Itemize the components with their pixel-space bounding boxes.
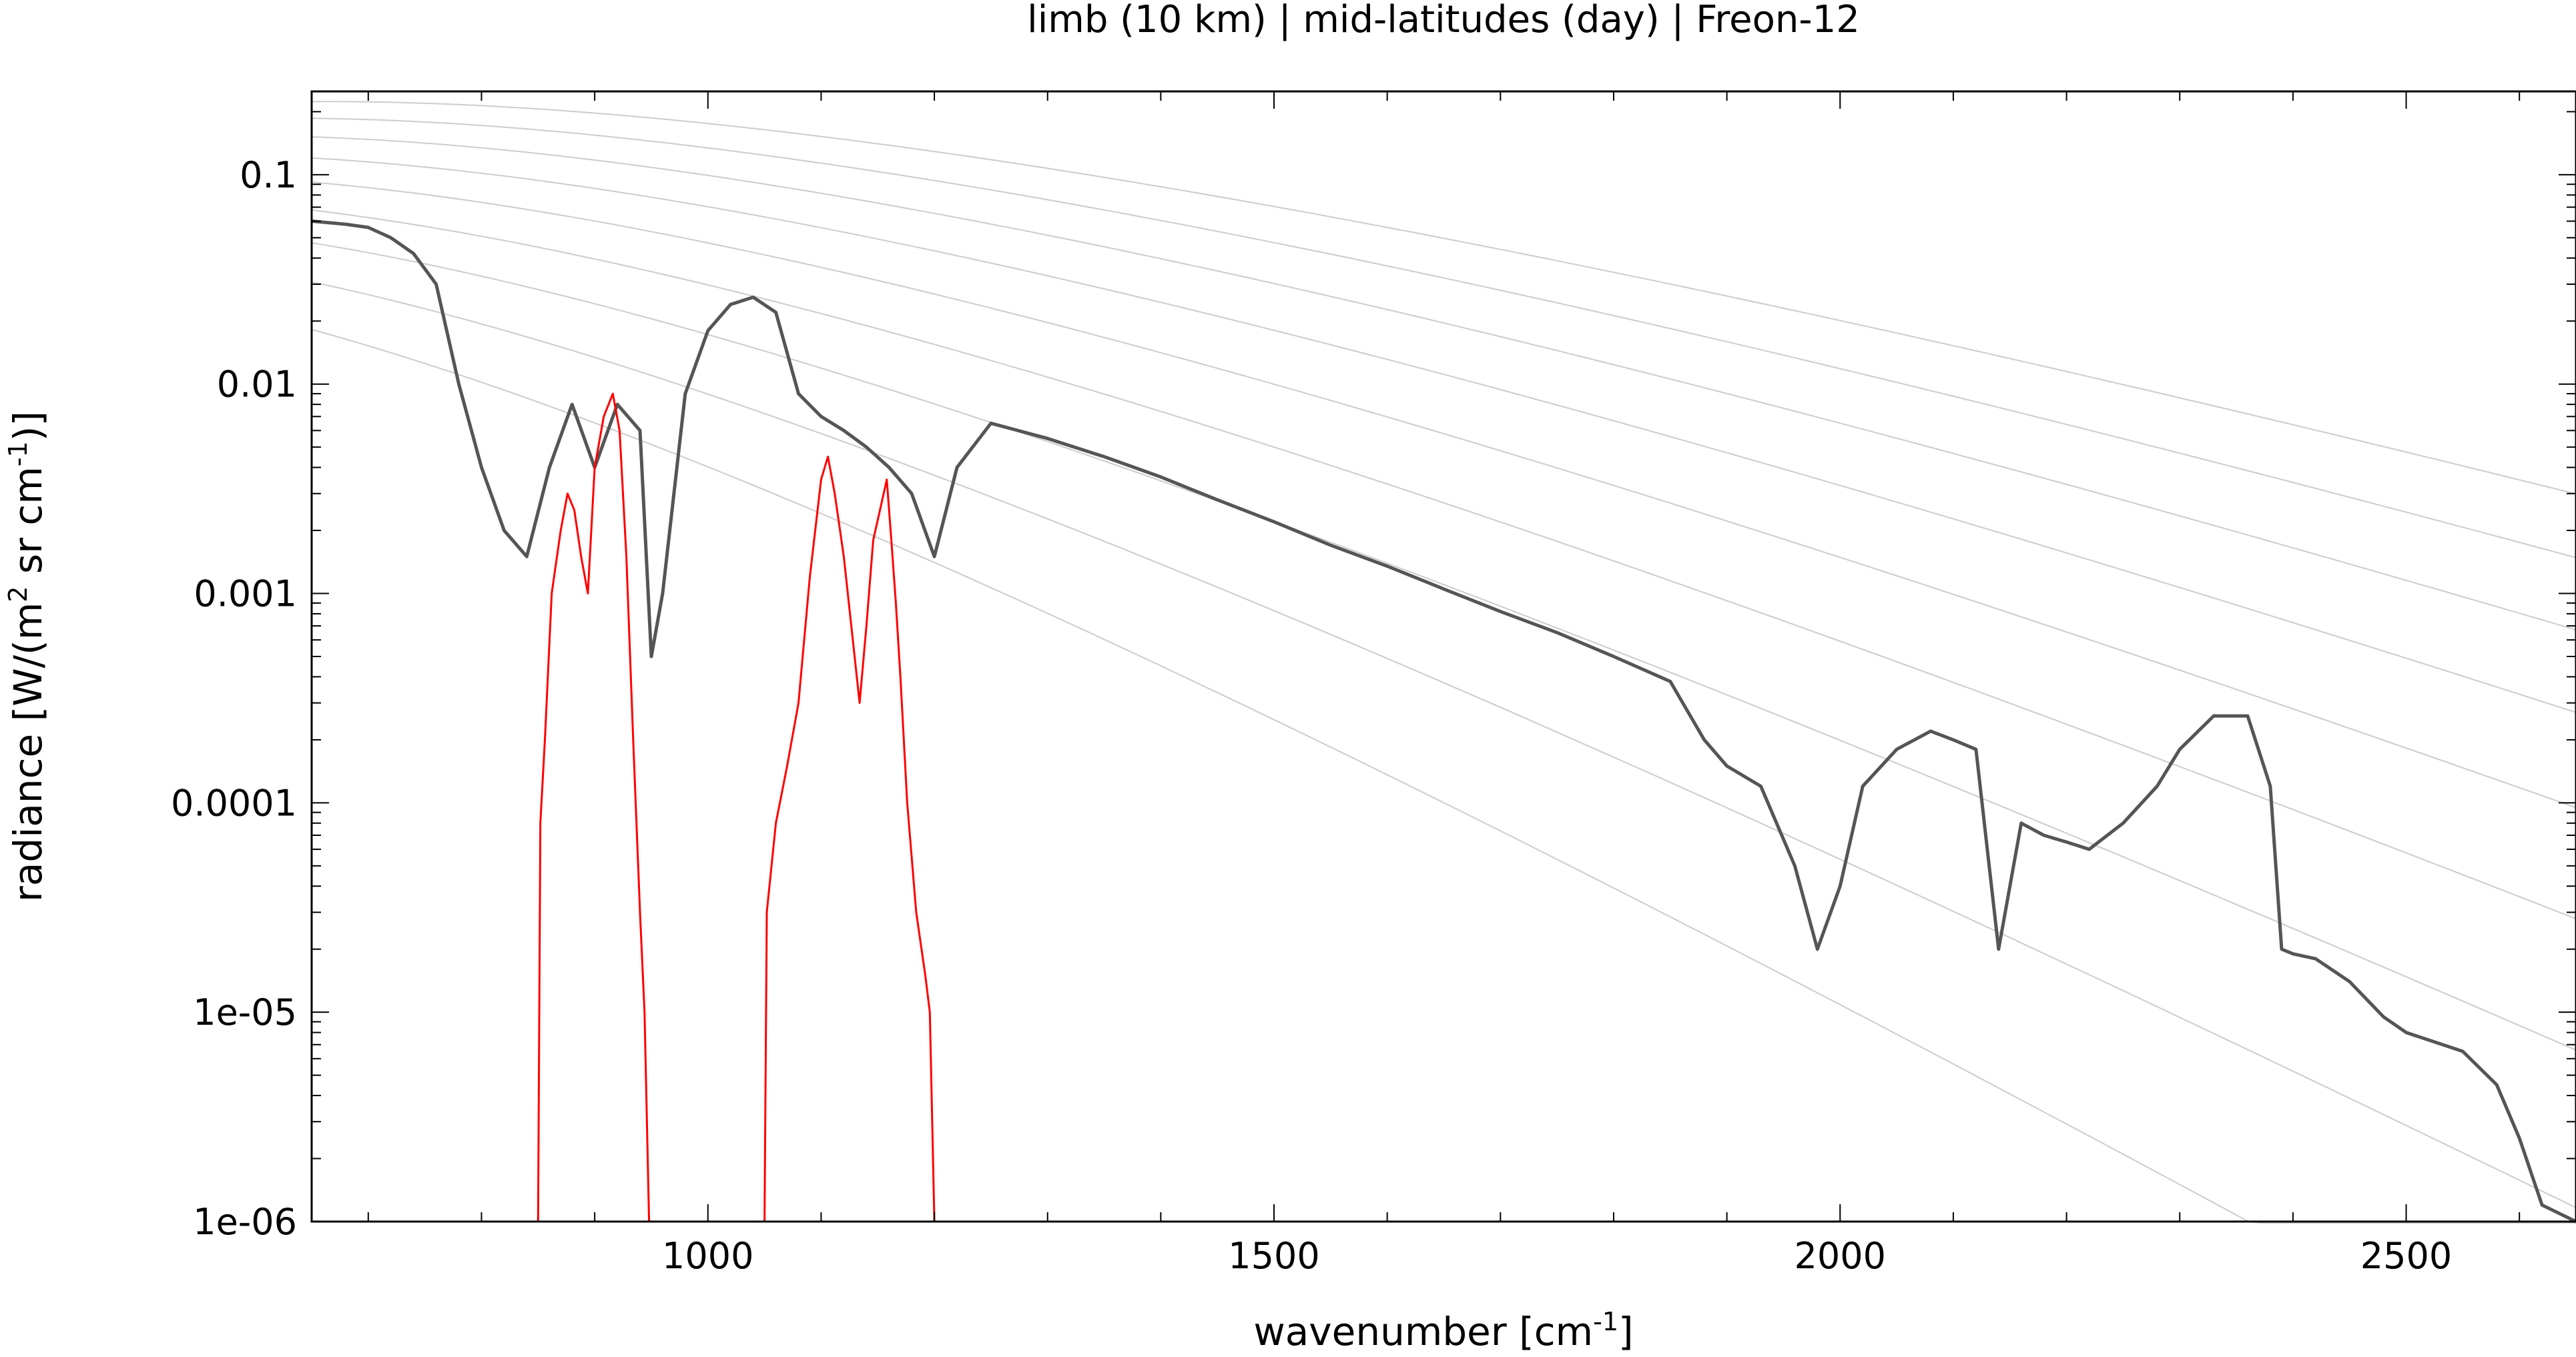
planck-curve-240k — [311, 209, 2576, 920]
y-axis-ticks: 0.1 0.01 0.001 0.0001 1e-05 1e-06 — [171, 111, 2576, 1243]
total-radiance-series — [311, 219, 2576, 1224]
planck-curve-180k — [311, 328, 2576, 1224]
planck-curve-320k — [311, 117, 2576, 558]
x-tick-label: 1500 — [1228, 1235, 1319, 1277]
planck-curve-280k — [311, 157, 2576, 713]
total-radiance-line — [311, 219, 2576, 1224]
y-tick-label: 0.0001 — [171, 782, 297, 824]
planck-curve-300k — [311, 136, 2576, 631]
y-tick-label: 1e-05 — [193, 991, 297, 1033]
planck-curve-340k — [311, 101, 2576, 495]
planck-curve-220k — [311, 242, 2576, 1051]
y-axis-title: radiance [W/(m2 sr cm-1)] — [3, 411, 51, 902]
planck-curve-260k — [311, 181, 2576, 809]
y-tick-label: 0.1 — [240, 154, 297, 196]
x-axis-ticks: 1000 1500 2000 2500 — [367, 91, 2521, 1277]
x-tick-label: 1000 — [662, 1235, 753, 1277]
y-tick-label: 1e-06 — [193, 1201, 297, 1243]
freon-12-series — [537, 392, 936, 1223]
y-tick-label: 0.01 — [217, 364, 297, 406]
y-tick-label: 0.001 — [194, 573, 297, 615]
x-axis-title: wavenumber [cm-1] — [1253, 1307, 1633, 1354]
freon-12-line — [537, 392, 936, 1223]
chart-title: limb (10 km) | mid-latitudes (day) | Fre… — [1027, 0, 1860, 41]
x-tick-label: 2500 — [2360, 1235, 2452, 1277]
x-tick-label: 2000 — [1795, 1235, 1886, 1277]
